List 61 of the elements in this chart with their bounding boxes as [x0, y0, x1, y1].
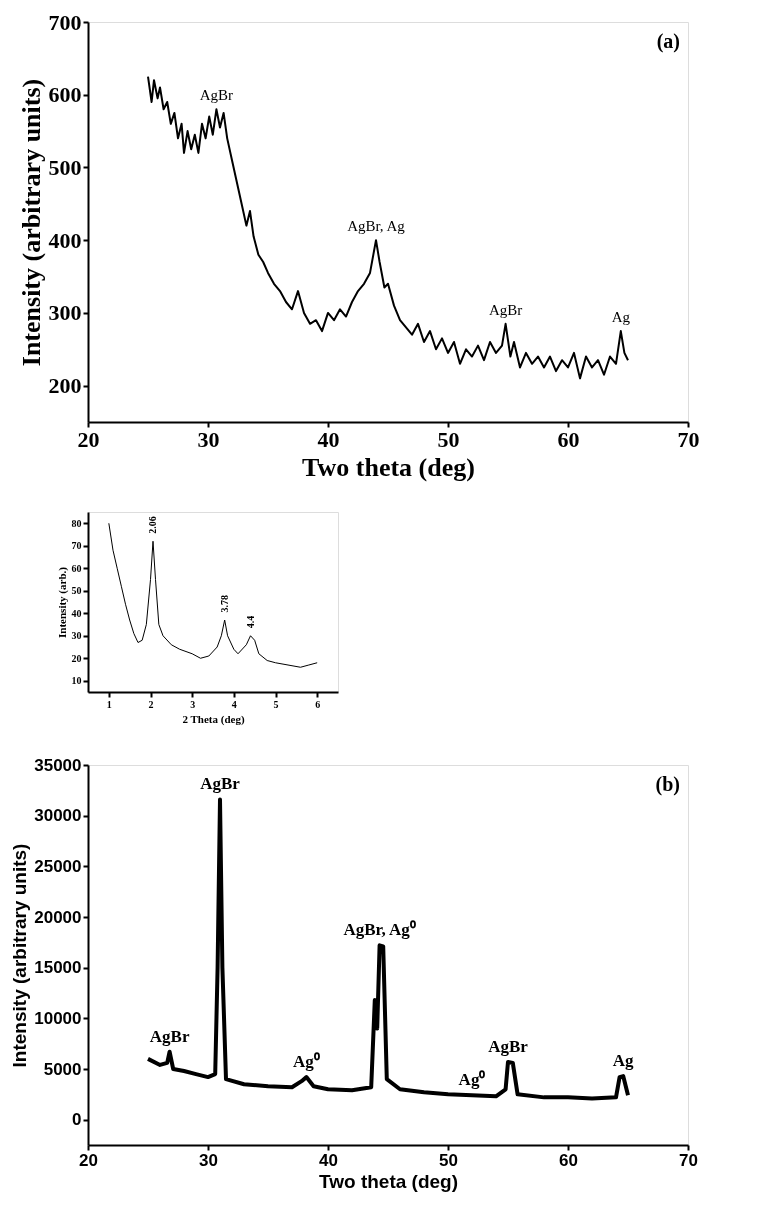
y-tick-label: 10	[71, 675, 82, 687]
x-tick-label: 60	[557, 426, 580, 452]
annotation: AgBr, Ag	[347, 218, 406, 235]
y-tick-label: 10000	[34, 1008, 82, 1028]
x-tick-label: 40	[319, 1150, 338, 1170]
y-tick-label: 400	[48, 227, 82, 253]
line-series	[147, 75, 629, 380]
x-tick-label: 6	[315, 698, 321, 710]
x-tick-label: 4	[231, 698, 237, 710]
y-tick-label: 30	[71, 630, 82, 642]
annotation: 3.78	[218, 595, 230, 613]
annotation: AgBr	[488, 301, 523, 318]
y-tick-label: 200	[48, 373, 82, 399]
x-tick-label: 5	[273, 698, 279, 710]
annotation: (a)	[656, 30, 680, 53]
x-tick-label: 30	[199, 1150, 218, 1170]
y-tick-label: 80	[71, 517, 82, 529]
y-tick-label: 20000	[34, 907, 82, 927]
x-tick-label: 60	[559, 1150, 578, 1170]
x-tick-label: 30	[197, 426, 220, 452]
y-tick-label: 300	[48, 300, 82, 326]
x-axis-title: Two theta (deg)	[319, 1170, 458, 1192]
y-axis-title: Intensity (arb.)	[55, 566, 69, 638]
annotation: Ag⁰	[293, 1052, 320, 1072]
x-axis-title: 2 Theta (deg)	[182, 712, 245, 726]
annotation: AgBr	[200, 774, 241, 794]
x-tick-label: 3	[190, 698, 196, 710]
annotation: AgBr	[149, 1026, 190, 1046]
annotation: Ag⁰	[458, 1070, 486, 1090]
y-axis-title: Intensity (arbitrary units)	[9, 843, 31, 1068]
y-tick-label: 15000	[34, 958, 82, 978]
y-tick-label: 5000	[43, 1059, 82, 1079]
annotation: Ag	[612, 1051, 635, 1071]
x-tick-label: 2	[148, 698, 154, 710]
y-tick-label: 35000	[34, 755, 82, 775]
y-tick-label: 0	[72, 1110, 82, 1130]
annotation: 2.06	[147, 516, 158, 534]
x-tick-label: 1	[106, 698, 112, 710]
annotation: (b)	[655, 773, 680, 796]
y-tick-label: 600	[48, 82, 82, 108]
y-tick-label: 30000	[34, 806, 82, 826]
x-tick-label: 40	[317, 426, 340, 452]
y-tick-label: 20	[71, 652, 82, 664]
annotation: AgBr	[488, 1036, 529, 1056]
y-tick-label: 500	[48, 154, 82, 180]
y-tick-label: 50	[71, 585, 82, 597]
annotation: 4.4	[244, 615, 256, 629]
x-tick-label: 50	[437, 426, 460, 452]
x-tick-label: 50	[439, 1150, 458, 1170]
x-tick-label: 70	[677, 426, 700, 452]
annotation: Ag	[611, 309, 631, 326]
y-tick-label: 25000	[34, 856, 82, 876]
annotation: AgBr	[199, 87, 234, 104]
y-tick-label: 70	[71, 540, 82, 552]
annotation: AgBr, Ag⁰	[343, 920, 416, 940]
y-tick-label: 700	[48, 9, 82, 35]
x-axis-title: Two theta (deg)	[302, 452, 475, 482]
y-tick-label: 60	[71, 562, 82, 574]
x-tick-label: 70	[679, 1150, 698, 1170]
y-tick-label: 40	[71, 607, 82, 619]
y-axis-title: Intensity (arbitrary units)	[16, 78, 46, 367]
